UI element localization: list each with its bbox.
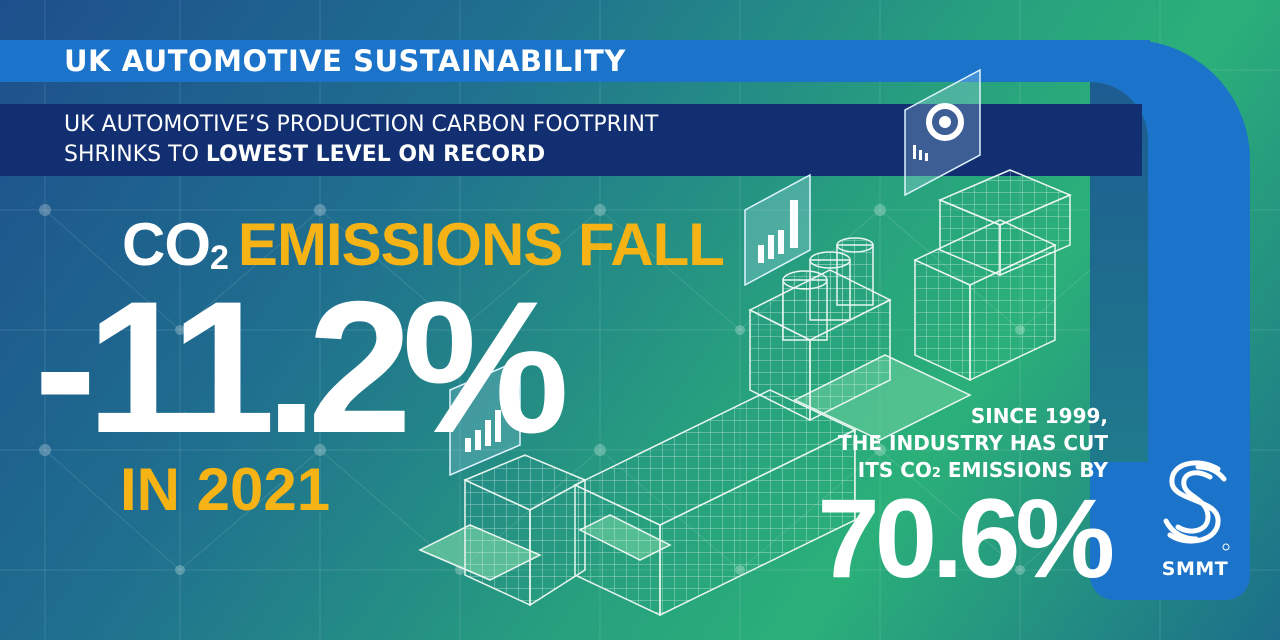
- bar-chart-icon-2: [449, 358, 521, 477]
- co2-headline: CO2 EMISSIONS FALL: [122, 210, 725, 280]
- title-band: [0, 40, 1150, 82]
- smmt-logo-text: SMMT: [1161, 558, 1229, 580]
- co2-subscript: 2: [210, 239, 229, 277]
- subtitle-line-2-bold: LOWEST LEVEL ON RECORD: [205, 142, 546, 167]
- subtitle-line-1: UK AUTOMOTIVE’S PRODUCTION CARBON FOOTPR…: [64, 112, 659, 137]
- emissions-fall-text: EMISSIONS FALL: [237, 211, 725, 278]
- banner-title: UK AUTOMOTIVE SUSTAINABILITY: [64, 44, 626, 78]
- since-line-3-prefix: ITS CO: [857, 458, 932, 482]
- percent-change-headline: -11.2%: [34, 262, 569, 472]
- gear-icon: [904, 68, 981, 197]
- factory-production-line-illustration: [418, 68, 1072, 617]
- since-line-2: THE INDUSTRY HAS CUT: [838, 431, 1108, 455]
- bar-chart-icon: [744, 173, 811, 287]
- since-line-3: ITS CO2 EMISSIONS BY: [808, 457, 1108, 487]
- since-1999-block: SINCE 1999, THE INDUSTRY HAS CUT ITS CO2…: [808, 403, 1108, 487]
- co2-prefix: CO: [122, 211, 211, 278]
- total-cut-percent: 70.6%: [817, 476, 1115, 601]
- subtitle-line-2-prefix: SHRINKS TO: [64, 142, 206, 167]
- year-text: IN 2021: [120, 456, 331, 523]
- subtitle-line-2: SHRINKS TO LOWEST LEVEL ON RECORD: [64, 140, 824, 170]
- since-line-3-subscript: 2: [931, 466, 941, 481]
- since-line-1: SINCE 1999,: [970, 404, 1108, 428]
- since-line-3-suffix: EMISSIONS BY: [940, 458, 1108, 482]
- subtitle-band: [0, 104, 1142, 176]
- smmt-logo-icon: [1163, 460, 1230, 551]
- banner-subtitle: UK AUTOMOTIVE’S PRODUCTION CARBON FOOTPR…: [64, 110, 824, 170]
